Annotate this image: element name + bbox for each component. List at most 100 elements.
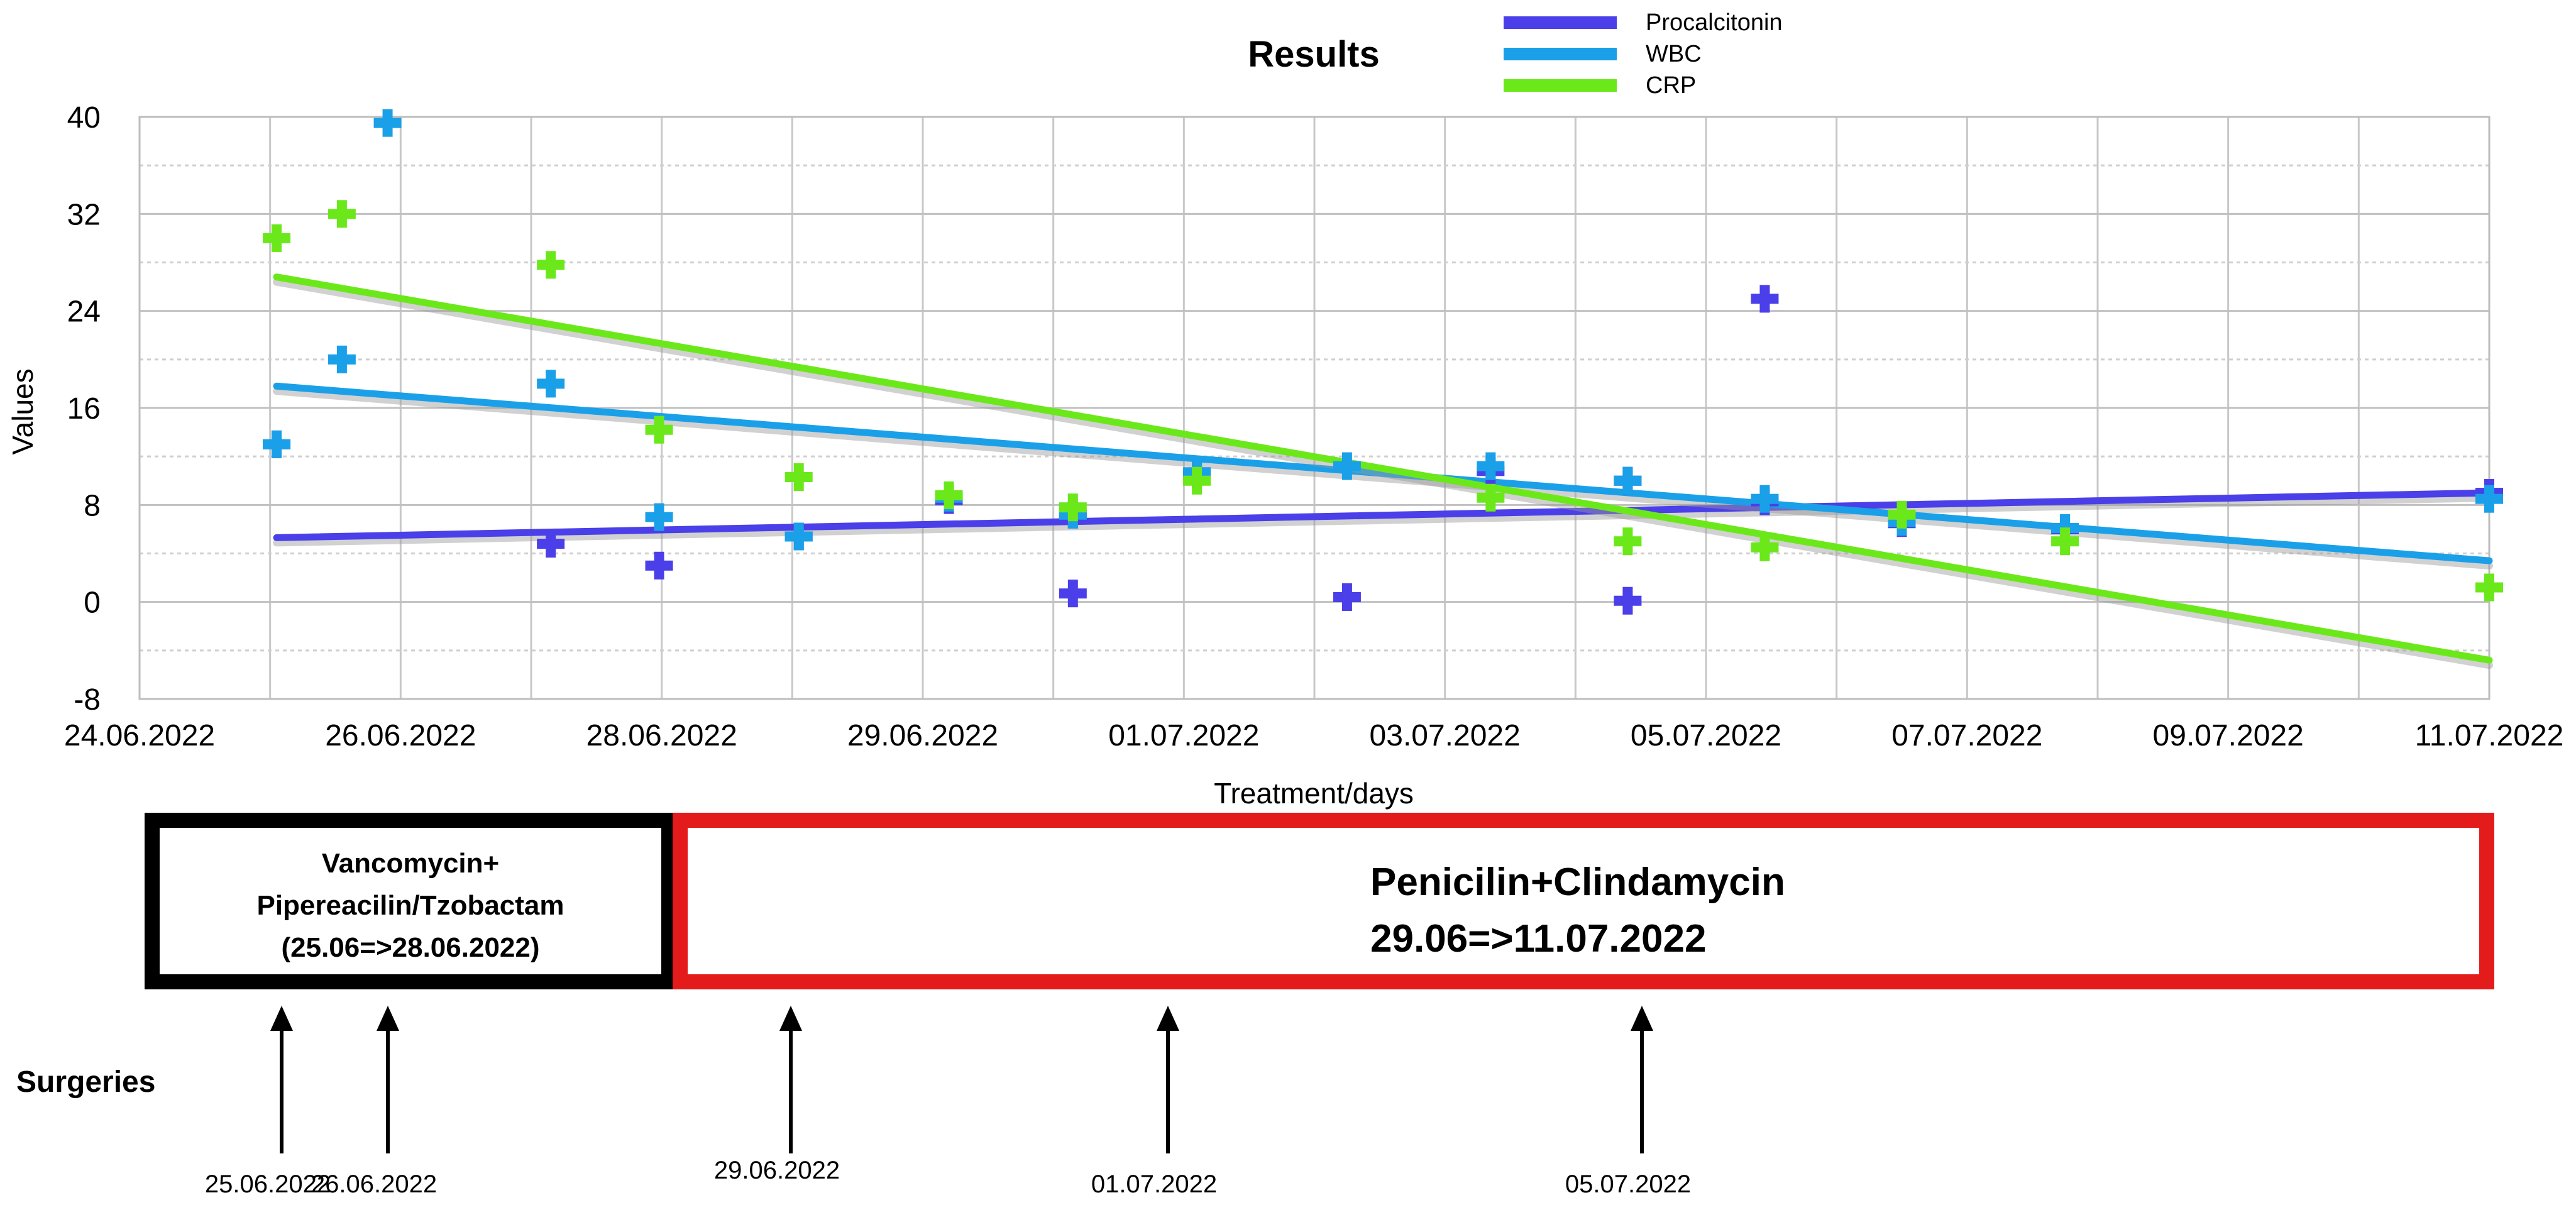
surgery-marker: 01.07.2022 <box>1091 1006 1217 1198</box>
y-tick-label: 40 <box>67 101 101 135</box>
data-point-crp <box>2475 573 2503 602</box>
marker-v <box>1341 452 1352 480</box>
data-point-wbc <box>537 370 565 398</box>
marker-v <box>1067 493 1078 522</box>
x-tick-label: 09.07.2022 <box>2153 719 2304 752</box>
marker-v <box>1485 452 1496 480</box>
data-point-procalcitonin <box>537 530 565 558</box>
legend-swatch <box>1504 16 1617 29</box>
data-point-wbc <box>2475 485 2503 513</box>
marker-v <box>1622 466 1633 495</box>
surgery-marker: 25.06.2022 <box>205 1006 331 1198</box>
y-tick-label: 8 <box>84 489 101 522</box>
trend-line-shadow <box>273 387 2493 570</box>
grid <box>138 116 2491 700</box>
marker-v <box>2484 485 2494 513</box>
data-point-crp <box>935 481 963 509</box>
surgery-date: 25.06.2022 <box>205 1170 331 1198</box>
marker-v <box>272 430 282 458</box>
surgery-date: 26.06.2022 <box>311 1170 437 1198</box>
surgery-arrow-head <box>1157 1006 1179 1031</box>
data-point-crp <box>1059 493 1087 522</box>
x-tick-label: 26.06.2022 <box>325 719 476 752</box>
marker-v <box>272 224 282 252</box>
marker-v <box>546 251 556 279</box>
y-axis-label: Values <box>6 368 39 454</box>
marker-v <box>1192 466 1203 495</box>
x-tick-label: 29.06.2022 <box>847 719 998 752</box>
legend-label: Procalcitonin <box>1646 9 1783 36</box>
treatment-text: Pipereacilin/Tzobactam <box>256 890 564 921</box>
marker-v <box>793 522 804 551</box>
legend-label: WBC <box>1646 41 1702 67</box>
data-point-crp <box>537 251 565 279</box>
chart-title: Results <box>1248 34 1380 75</box>
marker-v <box>382 109 393 137</box>
treatment-text: Vancomycin+ <box>322 848 499 879</box>
marker-v <box>546 370 556 398</box>
data-points <box>263 109 2503 615</box>
marker-v <box>1622 527 1633 556</box>
surgery-marker: 26.06.2022 <box>311 1006 437 1198</box>
axes: -8 0 8 16 24 32 40 24.06.2022 26.06.2022 28.06.20… <box>64 101 2563 752</box>
surgery-arrow-head <box>1631 1006 1653 1031</box>
trend-line-wbc <box>273 382 2493 564</box>
treatment-text: Penicilin+Clindamycin <box>1370 861 1785 904</box>
data-point-crp <box>1477 483 1505 512</box>
surgery-arrow-head <box>377 1006 399 1031</box>
data-point-procalcitonin <box>1614 586 1642 615</box>
data-point-wbc <box>1614 466 1642 495</box>
y-tick-label: 32 <box>67 198 101 231</box>
data-point-procalcitonin <box>1751 285 1779 313</box>
data-point-wbc <box>373 109 402 137</box>
treatment-text: (25.06=>28.06.2022) <box>281 932 539 963</box>
x-tick-label: 03.07.2022 <box>1370 719 1521 752</box>
data-point-crp <box>1614 527 1642 556</box>
legend-swatch <box>1504 48 1617 60</box>
data-point-wbc <box>1333 452 1361 480</box>
trend-line-procalcitonin <box>273 489 2493 541</box>
data-point-crp <box>1888 500 1916 529</box>
surgeries-label: Surgeries <box>16 1065 155 1099</box>
marker-v <box>2484 573 2494 602</box>
x-tick-label: 07.07.2022 <box>1891 719 2042 752</box>
marker-v <box>2060 527 2071 556</box>
marker-v <box>1759 485 1770 513</box>
marker-v <box>944 481 954 509</box>
data-point-crp <box>2051 527 2079 556</box>
trend-line-shadow <box>273 278 2493 669</box>
x-tick-label: 24.06.2022 <box>64 719 215 752</box>
surgery-marker: 29.06.2022 <box>714 1006 840 1184</box>
data-point-wbc <box>328 345 356 373</box>
y-tick-label: 16 <box>67 392 101 426</box>
x-axis-label: Treatment/days <box>1214 777 1414 810</box>
marker-v <box>1341 583 1352 611</box>
treatment-frame <box>673 813 2494 989</box>
marker-v <box>1485 483 1496 512</box>
data-point-wbc <box>1477 452 1505 480</box>
legend-swatch <box>1504 79 1617 92</box>
y-tick-label: -8 <box>74 683 101 717</box>
data-point-procalcitonin <box>1333 583 1361 611</box>
marker-v <box>336 200 347 228</box>
x-tick-label: 28.06.2022 <box>586 719 737 752</box>
x-tick-label: 05.07.2022 <box>1631 719 1781 752</box>
marker-v <box>1759 533 1770 561</box>
marker-v <box>1759 285 1770 313</box>
trend-line-crp <box>273 273 2493 664</box>
legend-label: CRP <box>1646 72 1696 99</box>
treatment-box-penicilin: Penicilin+Clindamycin 29.06=>11.07.2022 <box>673 813 2494 989</box>
data-point-crp <box>645 415 673 444</box>
marker-v <box>654 551 664 580</box>
data-point-crp <box>1751 533 1779 561</box>
data-point-procalcitonin <box>645 551 673 580</box>
treatment-boxes: Vancomycin+ Pipereacilin/Tzobactam (25.06=… <box>145 813 2494 989</box>
y-tick-label: 24 <box>67 295 101 329</box>
data-point-wbc <box>784 522 813 551</box>
y-tick-label: 0 <box>84 586 101 620</box>
marker-v <box>654 415 664 444</box>
marker-v <box>793 463 804 491</box>
treatment-frame <box>145 813 676 989</box>
